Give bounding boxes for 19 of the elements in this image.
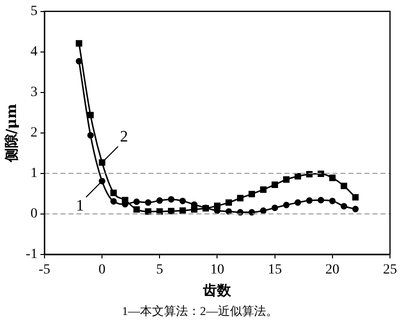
y-tick-label: 1: [30, 166, 38, 182]
y-tick-label: 4: [30, 44, 38, 60]
x-tick-label: 5: [156, 262, 164, 278]
y-tick-label: 3: [30, 85, 38, 100]
y-axis-title: 侧隙/μm: [4, 104, 20, 163]
y-tick-label: 0: [30, 206, 38, 222]
x-tick-label: -5: [38, 262, 50, 278]
x-tick-label: 0: [98, 262, 106, 278]
x-tick-label: 20: [325, 262, 340, 278]
y-tick-label: 2: [30, 126, 38, 141]
x-tick-label: 15: [268, 262, 282, 278]
x-tick-label: 25: [383, 262, 397, 278]
x-tick-label: 10: [210, 262, 224, 278]
annotation: 1: [76, 197, 84, 214]
y-tick-label: 5: [30, 4, 38, 20]
x-axis-title: 齿数: [202, 283, 232, 300]
annotation: 2: [120, 128, 128, 146]
y-tick-label: -1: [26, 247, 38, 262]
text: 1—本文算法：2—近似算法。: [121, 303, 279, 320]
